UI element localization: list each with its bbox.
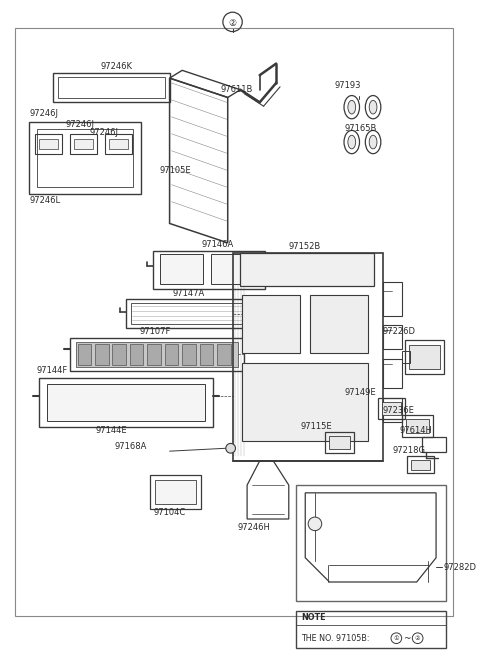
Bar [310,295,368,353]
Text: 97246J: 97246J [66,120,95,129]
Text: NOTE: NOTE [301,613,326,623]
Bar [405,339,444,374]
Bar [328,436,350,450]
Bar [200,343,213,365]
Circle shape [226,444,236,453]
Bar [58,77,165,98]
Text: THE NO. 97105B:: THE NO. 97105B: [301,634,370,642]
Bar [382,402,401,415]
Bar [402,351,410,363]
Text: ①: ① [394,636,399,640]
Text: 97226D: 97226D [383,328,416,337]
Bar [217,343,230,365]
Bar [242,363,368,440]
Bar [29,122,141,194]
Bar [160,255,204,284]
Bar [105,135,132,154]
Text: 97611B: 97611B [221,86,253,94]
Text: 97147A: 97147A [173,288,205,298]
Bar [421,437,446,452]
Bar [406,419,429,433]
Ellipse shape [348,135,356,149]
Bar [53,73,169,102]
Text: 97246J: 97246J [89,128,118,137]
Bar [153,251,264,289]
Bar [95,343,108,365]
Text: 97105E: 97105E [160,166,192,174]
Bar [240,253,374,286]
Bar [75,341,239,367]
Bar [378,398,405,419]
Bar [165,343,178,365]
Text: 97115E: 97115E [300,422,332,432]
Bar [383,282,402,316]
Text: 97236E: 97236E [383,406,415,415]
Bar [37,129,133,186]
Bar [407,456,434,473]
Text: 97104C: 97104C [154,508,186,516]
Bar [70,135,97,154]
Ellipse shape [348,100,356,114]
Bar [39,379,213,427]
Text: 97614H: 97614H [399,426,432,436]
Ellipse shape [369,100,377,114]
Bar [39,139,58,149]
Text: 97246L: 97246L [29,196,60,205]
Bar [112,343,126,365]
Ellipse shape [369,135,377,149]
Text: 97218G: 97218G [393,446,425,455]
Text: ②: ② [415,636,420,640]
Text: 97149E: 97149E [344,388,376,396]
Text: 97282D: 97282D [444,563,477,572]
Bar [78,343,91,365]
Bar [383,398,402,422]
Text: 97152B: 97152B [289,242,321,251]
Bar [182,343,196,365]
Bar [70,338,244,371]
Bar [155,480,196,505]
Bar [150,475,201,509]
Bar [131,303,264,324]
Bar [296,485,446,601]
Text: 97144F: 97144F [37,366,68,375]
Text: 97144E: 97144E [96,426,127,436]
Bar [147,343,161,365]
Bar [409,345,440,369]
Text: 97193: 97193 [334,82,361,90]
Bar [126,299,269,328]
Bar [35,135,62,154]
Circle shape [308,517,322,530]
Bar [296,611,446,648]
Text: 97246J: 97246J [29,109,58,119]
Text: 97246K: 97246K [100,62,132,71]
Text: 97107F: 97107F [139,328,171,337]
Bar [324,432,354,453]
Bar [242,295,300,353]
Bar [402,415,433,437]
Bar [108,139,128,149]
Bar [411,460,430,469]
Bar [211,255,258,284]
Text: ~: ~ [403,634,411,642]
Bar [383,325,402,349]
Text: ②: ② [228,19,237,29]
Bar [73,139,93,149]
Bar [383,359,402,389]
Bar [233,253,383,461]
Text: 97246H: 97246H [238,523,270,532]
Text: 97168A: 97168A [114,442,147,451]
Text: 97146A: 97146A [202,240,234,249]
Text: 97165B: 97165B [344,124,376,133]
Bar [130,343,144,365]
Bar [47,385,205,421]
